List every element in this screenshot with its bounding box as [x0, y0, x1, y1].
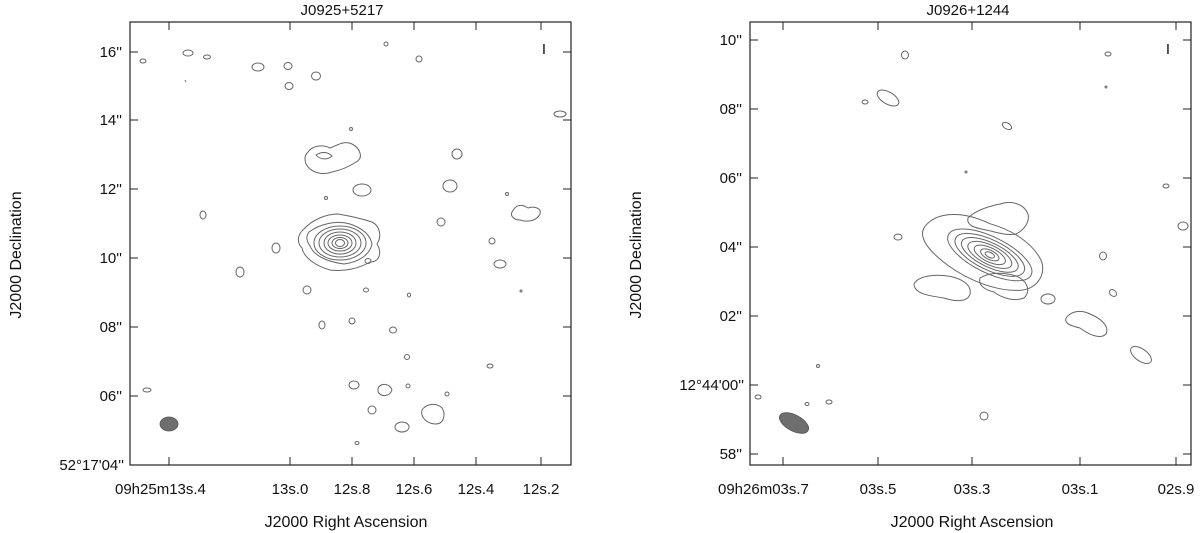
- panel-title: J0925+5217: [301, 2, 384, 19]
- contour-map: [754, 50, 1189, 421]
- corner-marker: I: [1166, 41, 1170, 58]
- x-tick-label: 12s.2: [523, 481, 560, 498]
- y-tick-label: 16'': [100, 44, 123, 61]
- contour-map: [139, 41, 567, 445]
- y-ticks: [750, 39, 1191, 455]
- x-tick-label: 12s.8: [334, 481, 371, 498]
- y-axis-label: J2000 Declination: [628, 191, 645, 318]
- x-tick-label: 12s.4: [458, 481, 495, 498]
- y-tick-label: 04'': [720, 239, 743, 256]
- x-tick-label: 09h25m13s.4: [115, 481, 206, 498]
- y-axis-label: J2000 Declination: [8, 191, 25, 318]
- y-tick-label: 12'': [100, 181, 123, 198]
- y-tick-label: 14'': [100, 112, 123, 129]
- x-tick-label: 09h26m03s.7: [718, 481, 809, 498]
- beam-ellipse: [778, 412, 810, 434]
- x-axis-label: J2000 Right Ascension: [891, 514, 1054, 531]
- y-tick-label: 10'': [720, 32, 743, 49]
- y-tick-label: 08'': [720, 101, 743, 118]
- panel-left: J0925+5217 16'' 14'' 12'' 10'' 08'' 06'': [8, 2, 572, 531]
- y-tick-label: 10'': [100, 250, 123, 267]
- x-tick-label: 03s.3: [954, 481, 991, 498]
- y-tick-label: 52°17'04'': [59, 457, 124, 474]
- x-tick-label: 12s.6: [396, 481, 433, 498]
- beam-ellipse: [159, 416, 179, 432]
- x-tick-label: 13s.0: [272, 481, 309, 498]
- x-ticks: [782, 22, 1177, 465]
- panel-title: J0926+1244: [927, 2, 1010, 19]
- plot-frame: [749, 21, 1192, 466]
- y-tick-label: 58'': [720, 446, 743, 463]
- y-tick-label: 02'': [720, 308, 743, 325]
- x-ticks: [168, 22, 542, 465]
- plot-frame: [129, 21, 572, 466]
- y-ticks: [130, 51, 571, 466]
- panel-right: J0926+1244 10'' 08'' 06'' 04'' 02'' 12°4…: [628, 2, 1194, 531]
- y-tick-label: 08'': [100, 319, 123, 336]
- y-tick-label: 12°44'00'': [679, 377, 744, 394]
- x-axis-label: J2000 Right Ascension: [265, 514, 428, 531]
- x-tick-label: 02s.9: [1158, 481, 1195, 498]
- corner-marker: I: [542, 41, 546, 58]
- x-tick-label: 03s.5: [860, 481, 897, 498]
- y-tick-label: 06'': [100, 388, 123, 405]
- x-tick-label: 03s.1: [1062, 481, 1099, 498]
- y-tick-label: 06'': [720, 170, 743, 187]
